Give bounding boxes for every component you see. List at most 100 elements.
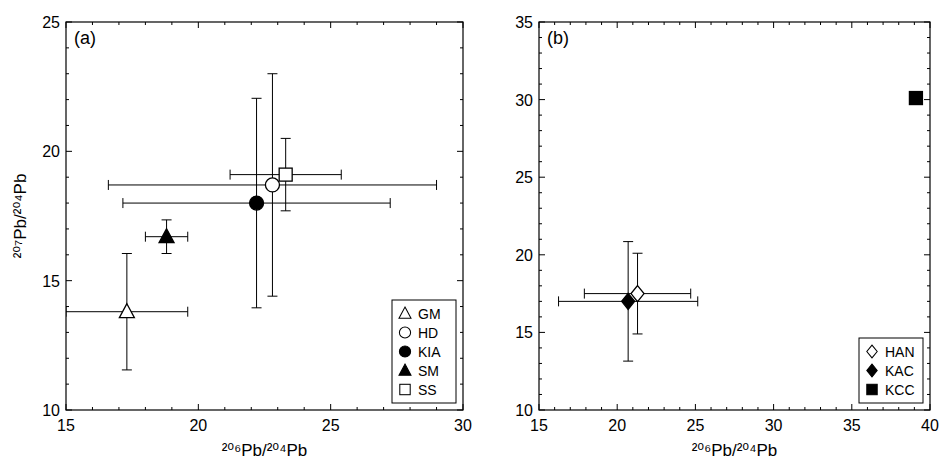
y-error-cap: [252, 98, 262, 99]
y-error-cap: [267, 73, 277, 74]
y-tick: [66, 410, 72, 411]
y-minor-tick: [539, 316, 542, 317]
x-minor-tick: [679, 407, 680, 410]
legend: HANKACKCC: [859, 338, 923, 403]
y-error-cap: [162, 253, 172, 254]
legend: GMHDKIASMSS: [392, 300, 456, 403]
y-minor-tick: [66, 177, 69, 178]
y-minor-tick: [539, 208, 542, 209]
x-tick: [66, 22, 67, 28]
y-minor-tick: [927, 270, 930, 271]
y-minor-tick: [539, 347, 542, 348]
y-tick: [457, 280, 463, 281]
y-minor-tick: [539, 68, 542, 69]
x-minor-tick: [867, 407, 868, 410]
data-layer: [559, 92, 923, 362]
x-minor-tick: [726, 22, 727, 25]
y-minor-tick: [927, 115, 930, 116]
y-minor-tick: [927, 68, 930, 69]
y-tick: [66, 280, 72, 281]
x-tick-label: 15: [57, 417, 75, 434]
y-minor-tick: [539, 37, 542, 38]
y-minor-tick: [539, 146, 542, 147]
x-minor-tick: [357, 22, 358, 25]
x-minor-tick: [92, 407, 93, 410]
x-minor-tick: [632, 22, 633, 25]
x-minor-tick: [820, 407, 821, 410]
x-minor-tick: [757, 407, 758, 410]
data-point: [909, 92, 922, 105]
y-error-cap: [281, 210, 291, 211]
legend-marker: [867, 345, 877, 358]
y-tick-label: 25: [515, 169, 533, 186]
x-minor-tick: [357, 407, 358, 410]
y-minor-tick: [927, 130, 930, 131]
y-minor-tick: [539, 223, 542, 224]
y-minor-tick: [539, 239, 542, 240]
y-minor-tick: [460, 228, 463, 229]
x-tick-label: 25: [322, 417, 340, 434]
y-minor-tick: [927, 53, 930, 54]
plot-frame: [539, 22, 930, 410]
legend-label: HD: [418, 325, 438, 341]
data-point: [622, 293, 635, 309]
x-minor-tick: [436, 22, 437, 25]
x-minor-tick: [914, 407, 915, 410]
y-minor-tick: [66, 73, 69, 74]
y-minor-tick: [927, 239, 930, 240]
y-minor-tick: [539, 301, 542, 302]
x-tick-label: 30: [454, 417, 472, 434]
figure: 1520253010152025²⁰⁶Pb/²⁰⁴Pb²⁰⁷Pb/²⁰⁴Pb(a…: [0, 0, 946, 473]
data-point: [250, 196, 264, 210]
y-tick-label: 35: [515, 14, 533, 31]
y-minor-tick: [927, 316, 930, 317]
x-minor-tick: [664, 407, 665, 410]
y-tick: [457, 151, 463, 152]
y-error-cap: [623, 241, 633, 242]
x-error-cap: [436, 180, 437, 190]
y-minor-tick: [460, 99, 463, 100]
x-minor-tick: [277, 22, 278, 25]
x-minor-tick: [898, 407, 899, 410]
y-tick-label: 15: [42, 273, 60, 290]
x-error-cap: [145, 232, 146, 242]
x-minor-tick: [554, 407, 555, 410]
x-error-cap: [108, 180, 109, 190]
x-error-cap: [230, 170, 231, 180]
y-minor-tick: [460, 47, 463, 48]
plot-frame: [66, 22, 463, 410]
y-error-cap: [122, 369, 132, 370]
y-minor-tick: [539, 192, 542, 193]
y-minor-tick: [927, 161, 930, 162]
x-tick-label: 30: [765, 417, 783, 434]
y-tick: [539, 22, 545, 23]
legend-marker: [399, 327, 410, 338]
x-minor-tick: [304, 22, 305, 25]
x-error-cap: [187, 232, 188, 242]
x-minor-tick: [632, 407, 633, 410]
x-minor-tick: [648, 22, 649, 25]
x-minor-tick: [554, 22, 555, 25]
y-minor-tick: [66, 384, 69, 385]
x-minor-tick: [867, 22, 868, 25]
y-minor-tick: [460, 384, 463, 385]
x-tick: [773, 404, 774, 410]
x-minor-tick: [711, 407, 712, 410]
y-minor-tick: [539, 285, 542, 286]
x-minor-tick: [277, 407, 278, 410]
y-minor-tick: [539, 53, 542, 54]
y-minor-tick: [66, 125, 69, 126]
y-tick: [924, 22, 930, 23]
x-tick-label: 20: [608, 417, 626, 434]
y-tick-label: 10: [42, 402, 60, 419]
legend-box: [392, 300, 456, 403]
x-tick: [773, 22, 774, 28]
x-minor-tick: [224, 22, 225, 25]
y-minor-tick: [460, 306, 463, 307]
y-error-cap: [281, 138, 291, 139]
y-tick-label: 30: [515, 92, 533, 109]
y-minor-tick: [539, 84, 542, 85]
y-minor-tick: [66, 47, 69, 48]
x-tick-label: 40: [921, 417, 939, 434]
x-minor-tick: [585, 407, 586, 410]
